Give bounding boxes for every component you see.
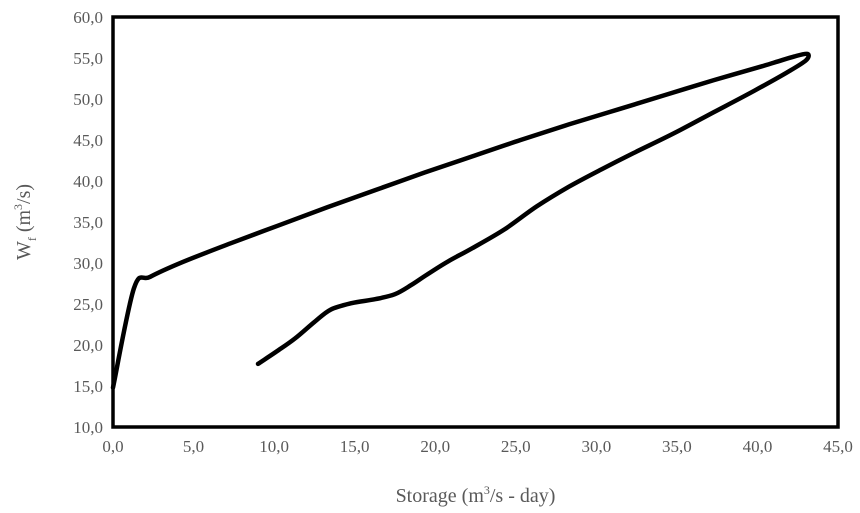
x-tick-label: 0,0 — [102, 437, 123, 456]
y-tick-label: 20,0 — [73, 336, 103, 355]
y-tick-label: 25,0 — [73, 295, 103, 314]
y-tick-label: 55,0 — [73, 49, 103, 68]
y-tick-label: 30,0 — [73, 254, 103, 273]
y-axis-title-main: W — [13, 241, 35, 260]
x-tick-label: 10,0 — [259, 437, 289, 456]
y-axis-title-rest2: /s) — [13, 184, 35, 204]
x-tick-label: 45,0 — [823, 437, 853, 456]
y-axis-title-sup: 3 — [11, 204, 25, 210]
x-tick-label: 25,0 — [501, 437, 531, 456]
x-tick-label: 40,0 — [743, 437, 773, 456]
x-axis-title-sup: 3 — [484, 483, 490, 497]
y-tick-label: 45,0 — [73, 131, 103, 150]
y-axis-ticks: 10,0 15,0 20,0 25,0 30,0 35,0 40,0 45,0 50,0 55,0… — [73, 8, 103, 437]
y-tick-label: 35,0 — [73, 213, 103, 232]
x-axis-title-main: Storage (m — [396, 485, 485, 507]
plot-area-frame — [111, 15, 840, 429]
y-tick-label: 10,0 — [73, 418, 103, 437]
y-tick-label: 50,0 — [73, 90, 103, 109]
series-layer — [110, 51, 811, 390]
x-tick-label: 20,0 — [420, 437, 450, 456]
x-tick-label: 5,0 — [183, 437, 204, 456]
x-tick-label: 30,0 — [581, 437, 611, 456]
y-tick-label: 60,0 — [73, 8, 103, 27]
y-tick-label: 40,0 — [73, 172, 103, 191]
y-axis-title: Wf (m3/s) — [11, 184, 39, 260]
x-tick-label: 15,0 — [340, 437, 370, 456]
y-axis-title-rest1: (m — [13, 210, 35, 238]
y-axis-title-sub: f — [25, 237, 39, 241]
x-axis-ticks: 0,0 5,0 10,0 15,0 20,0 25,0 30,0 35,0 40,0 45,0 — [102, 437, 853, 456]
series-line — [110, 51, 811, 390]
y-tick-label: 15,0 — [73, 377, 103, 396]
x-tick-label: 35,0 — [662, 437, 692, 456]
x-axis-title: Storage (m3/s - day) — [396, 483, 556, 507]
x-axis-title-rest: /s - day) — [490, 485, 556, 507]
